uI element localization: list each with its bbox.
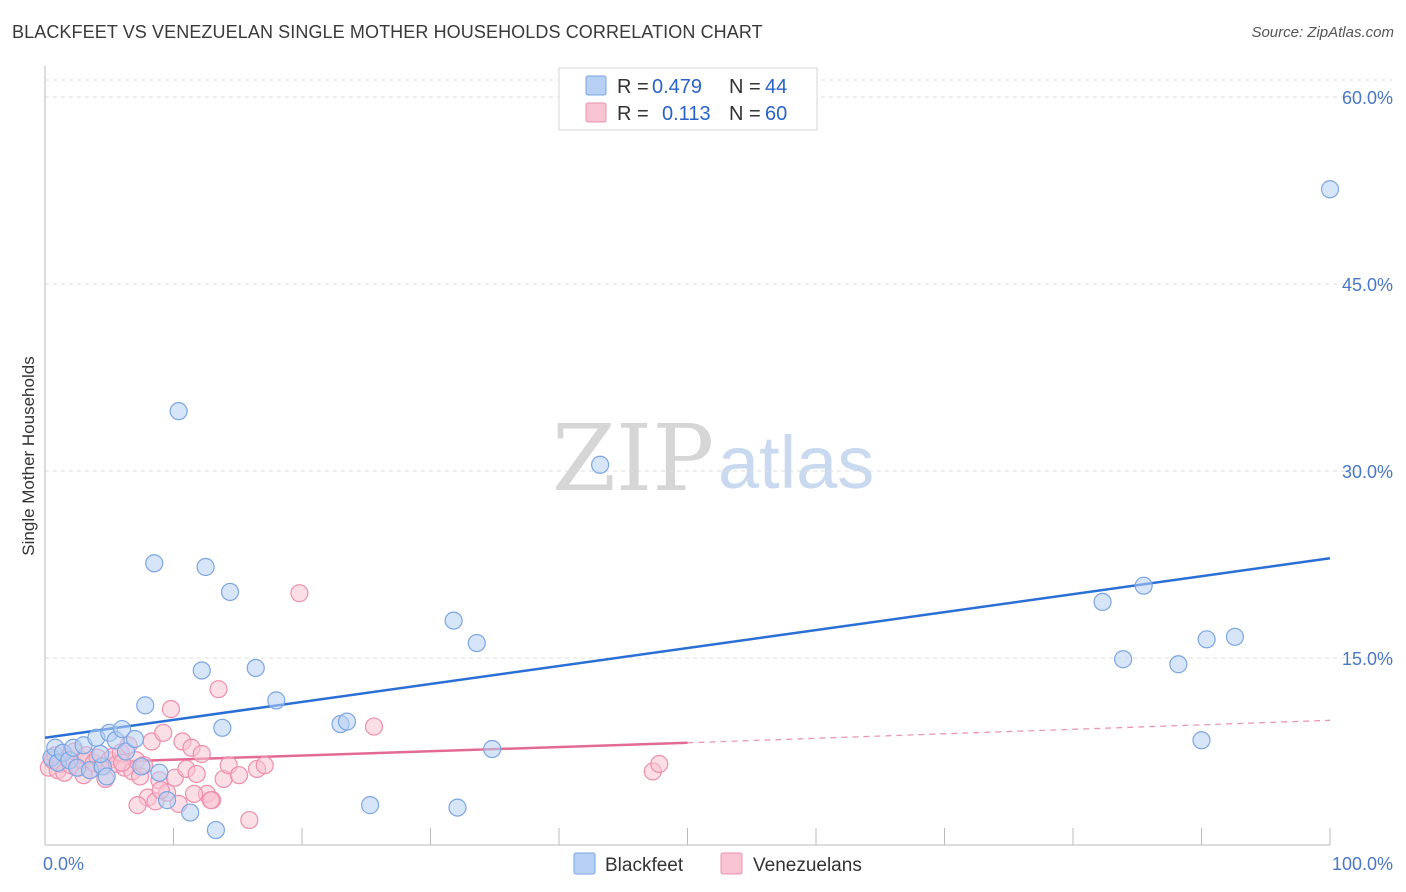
bottom-legend-blackfeet: Blackfeet	[605, 855, 684, 876]
point-venezuelans	[290, 584, 309, 603]
y-tick-label: 45.0%	[1342, 275, 1393, 295]
y-axis-label: Single Mother Households	[19, 356, 38, 555]
point-blackfeet	[1192, 731, 1211, 750]
point-blackfeet	[1197, 630, 1216, 649]
point-blackfeet	[136, 696, 155, 715]
legend-n-label: N =	[729, 103, 761, 125]
point-venezuelans	[229, 766, 249, 785]
point-venezuelans	[201, 791, 220, 810]
point-blackfeet	[1225, 627, 1245, 646]
data-points	[39, 180, 1340, 840]
point-blackfeet	[1320, 180, 1340, 199]
chart-title: BLACKFEET VS VENEZUELAN SINGLE MOTHER HO…	[12, 22, 763, 42]
point-venezuelans	[187, 764, 206, 784]
source-credit: Source: ZipAtlas.com	[1251, 24, 1394, 41]
bottom-legend: Blackfeet Venezuelans	[573, 852, 862, 876]
legend-r-label: R =	[617, 76, 649, 98]
point-blackfeet	[591, 455, 610, 474]
point-venezuelans	[161, 700, 181, 719]
point-blackfeet	[337, 712, 357, 731]
point-blackfeet	[91, 744, 110, 764]
x-tick-label: 0.0%	[43, 854, 84, 874]
point-blackfeet	[206, 820, 226, 840]
point-blackfeet	[448, 798, 467, 817]
trend-line-venezuelans	[44, 741, 688, 766]
point-blackfeet	[145, 554, 164, 573]
watermark-atlas: atlas	[718, 421, 874, 504]
bottom-legend-swatch-blackfeet	[573, 852, 596, 875]
watermark: ZIP atlas	[552, 405, 874, 512]
point-blackfeet	[196, 557, 215, 577]
point-blackfeet	[1114, 650, 1133, 669]
point-blackfeet	[267, 691, 286, 710]
legend-r-label: R =	[617, 103, 649, 125]
y-tick-label: 60.0%	[1342, 88, 1393, 108]
point-blackfeet	[483, 739, 502, 759]
legend: R = 0.479 N = 44 R = 0.113 N = 60	[558, 67, 818, 131]
point-venezuelans	[128, 796, 147, 815]
y-tick-label: 15.0%	[1342, 649, 1393, 669]
bottom-legend-venezuelans: Venezuelans	[753, 855, 862, 876]
legend-r-value: 0.113	[662, 103, 711, 125]
point-blackfeet	[444, 611, 463, 630]
point-blackfeet	[1169, 655, 1188, 674]
point-venezuelans	[192, 744, 211, 764]
trend-line-blackfeet	[44, 557, 1331, 740]
axes: 15.0% 30.0% 45.0% 60.0% 0.0% 100.0%	[43, 66, 1393, 874]
trend-lines	[44, 557, 1331, 766]
point-venezuelans	[240, 810, 259, 830]
legend-swatch-venezuelans	[585, 102, 607, 123]
point-blackfeet	[112, 719, 132, 739]
legend-n-label: N =	[729, 76, 761, 98]
legend-n-value: 44	[765, 76, 787, 98]
point-blackfeet	[116, 742, 136, 761]
point-venezuelans	[364, 717, 384, 736]
bottom-legend-swatch-venezuelans	[720, 852, 743, 875]
y-tick-label: 30.0%	[1342, 462, 1393, 482]
point-venezuelans	[650, 754, 669, 774]
point-blackfeet	[125, 729, 145, 749]
point-venezuelans	[154, 723, 173, 742]
legend-swatch-blackfeet	[585, 75, 607, 96]
point-venezuelans	[184, 784, 204, 803]
point-blackfeet	[467, 633, 486, 653]
point-blackfeet	[1134, 576, 1153, 595]
point-blackfeet	[213, 718, 232, 737]
point-blackfeet	[192, 661, 211, 680]
point-blackfeet	[132, 757, 151, 776]
point-blackfeet	[169, 402, 188, 421]
point-blackfeet	[361, 796, 380, 815]
x-tick-label: 100.0%	[1332, 854, 1393, 874]
point-blackfeet	[157, 791, 177, 810]
legend-r-value: 0.479	[652, 76, 702, 98]
legend-n-value: 60	[765, 103, 787, 125]
point-blackfeet	[220, 582, 240, 602]
point-blackfeet	[181, 803, 200, 822]
point-blackfeet	[150, 763, 169, 782]
grid	[45, 79, 1392, 659]
watermark-zip: ZIP	[552, 405, 714, 512]
point-venezuelans	[255, 756, 274, 775]
point-venezuelans	[209, 680, 228, 699]
trend-line-venezuelans-extension	[687, 719, 1331, 744]
point-blackfeet	[1093, 592, 1112, 612]
point-blackfeet	[246, 658, 265, 678]
point-blackfeet	[97, 767, 116, 786]
